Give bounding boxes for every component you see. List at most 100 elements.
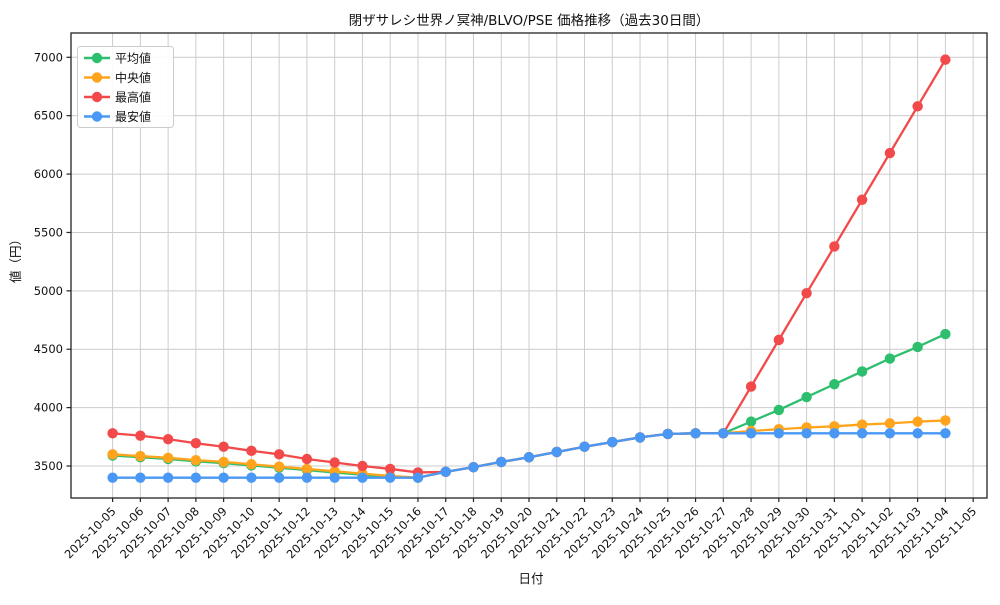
series-mean-point [856, 366, 868, 377]
series-min-point [551, 446, 562, 458]
legend: 平均値 中央値 最高値 最安値 [77, 46, 174, 128]
series-mean-point [940, 328, 951, 340]
series-min-point [218, 472, 229, 483]
series-min-point [357, 472, 368, 483]
series-max-point [190, 438, 202, 449]
series-layer [107, 54, 951, 483]
y-tick-label: 4000 [34, 401, 63, 415]
series-min-point [856, 428, 868, 439]
legend-item-min: 最安値 [84, 109, 151, 124]
y-tick-label: 3500 [34, 459, 63, 473]
series-max-point [856, 194, 868, 205]
y-tick-label: 5500 [34, 225, 63, 239]
y-tick-label: 6500 [34, 109, 63, 123]
series-min-point [162, 472, 174, 483]
series-max-point [773, 334, 785, 346]
series-max-point [385, 463, 396, 475]
series-max-point [273, 449, 285, 460]
series-min-point [107, 472, 118, 483]
y-axis-label: 値（円） [8, 233, 23, 283]
legend-label: 最安値 [115, 109, 151, 124]
legend-label: 中央値 [115, 70, 151, 85]
ytick-labels: 3500 4000 4500 5000 5500 6000 6500 7000 [34, 50, 63, 473]
series-median-point [107, 449, 118, 460]
series-mean-point [912, 341, 923, 353]
series-min-point [385, 472, 396, 483]
series-min-point [884, 428, 896, 439]
y-tick-label: 6000 [34, 167, 63, 181]
series-max-point [329, 457, 340, 468]
legend-item-mean: 平均値 [84, 50, 151, 65]
series-median-point [940, 415, 951, 426]
series-max-point [135, 430, 146, 441]
series-mean-point [884, 353, 896, 364]
series-min-point [801, 428, 812, 439]
series-mean-point [829, 379, 840, 390]
series-max-point [745, 381, 757, 392]
series-median-point [162, 452, 174, 464]
series-median-point [246, 459, 257, 470]
series-min-point [496, 456, 507, 468]
series-max-point [801, 287, 812, 299]
legend-marker-dot [91, 72, 103, 83]
series-median-point [856, 419, 868, 430]
series-min-point [301, 472, 313, 483]
series-max-point [218, 441, 229, 452]
series-min-point [135, 472, 146, 483]
series-median-point [273, 461, 285, 472]
series-min-point [912, 428, 923, 439]
series-median-point [912, 416, 923, 427]
series-mean-point [773, 404, 785, 416]
series-max-point [107, 428, 118, 439]
legend-label: 最高値 [115, 89, 151, 104]
y-tick-label: 5000 [34, 284, 63, 298]
series-min-point [690, 428, 701, 439]
series-max-point [301, 453, 313, 465]
series-min-point [940, 428, 951, 439]
series-mean-point [801, 391, 812, 403]
series-min-point [745, 428, 757, 439]
axis-ticks [66, 56, 974, 502]
chart-title: 閉ザサレシ世界ノ冥神/BLVO/PSE 価格推移（過去30日間） [349, 13, 710, 29]
series-median-point [301, 463, 313, 475]
series-min-point [773, 428, 785, 439]
legend-item-max: 最高値 [84, 89, 151, 104]
series-min-point [523, 452, 535, 463]
series-min-point [634, 432, 646, 443]
series-min-point [329, 472, 340, 483]
series-min-point [190, 472, 202, 483]
series-min-point [273, 472, 285, 483]
legend-item-median: 中央値 [84, 70, 151, 85]
plot-border [70, 32, 988, 499]
series-min-point [468, 461, 479, 473]
series-min-point [246, 472, 257, 483]
x-axis-label: 日付 [518, 571, 543, 586]
series-min-point [662, 428, 673, 440]
series-min-point [718, 428, 729, 439]
series-min-point [829, 428, 840, 439]
series-max-point [940, 54, 951, 65]
y-tick-label: 4500 [34, 342, 63, 356]
series-max-point [912, 101, 923, 112]
series-min-point [579, 441, 590, 452]
series-max-point [246, 445, 257, 457]
legend-marker-dot [91, 91, 103, 103]
legend-box [77, 46, 174, 128]
series-median-point [884, 418, 896, 429]
series-mean-point [745, 416, 757, 427]
series-max-point [884, 147, 896, 159]
series-median-point [135, 450, 146, 462]
legend-marker-dot [91, 111, 103, 122]
series-median-point [190, 454, 202, 466]
series-median-point [218, 456, 229, 468]
series-max-point [357, 460, 368, 472]
legend-marker-dot [91, 52, 103, 64]
series-max-point [829, 241, 840, 252]
y-tick-label: 7000 [34, 50, 63, 64]
series-max-point [162, 433, 174, 445]
legend-label: 平均値 [115, 50, 151, 65]
series-min-point [440, 466, 451, 478]
series-min-point [412, 472, 424, 483]
